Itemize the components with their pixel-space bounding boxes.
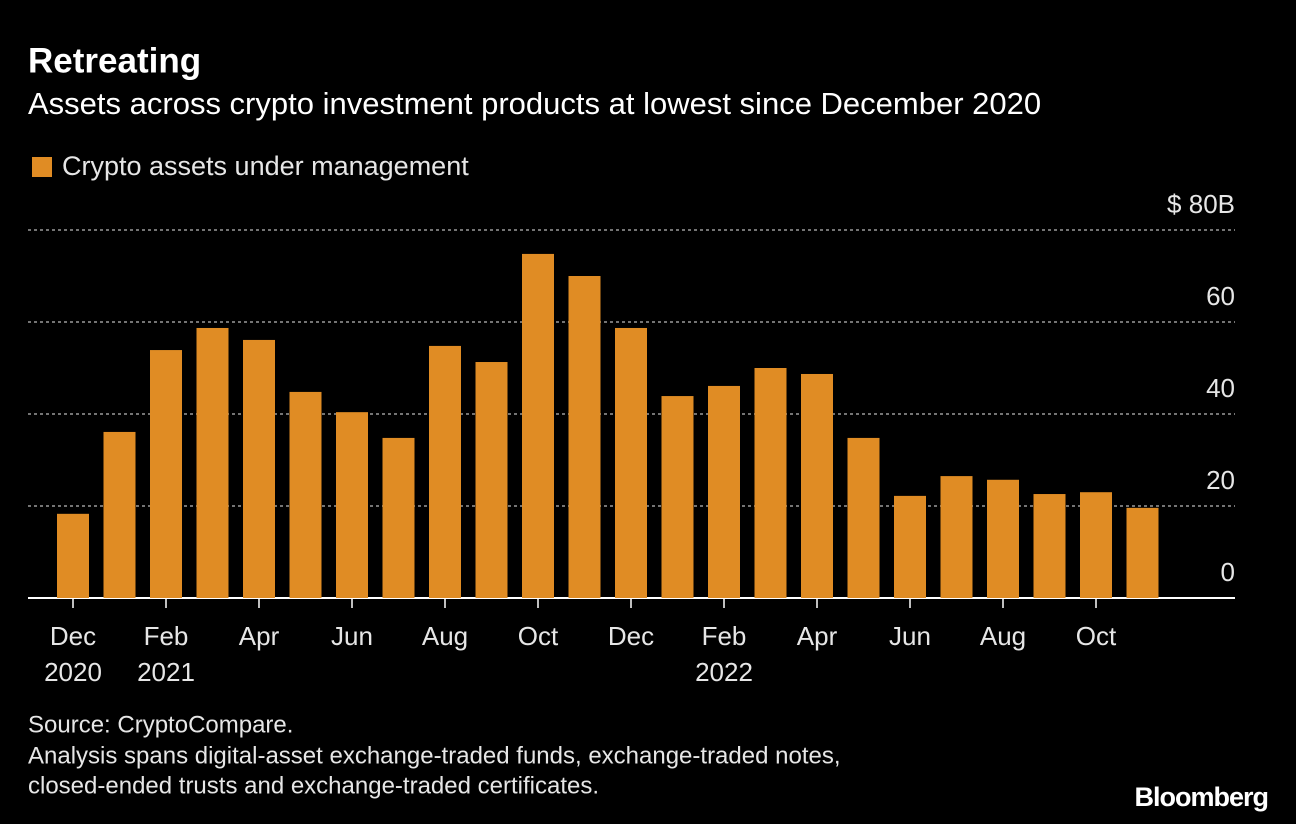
x-tick-label: Dec xyxy=(608,621,654,651)
bar xyxy=(196,327,229,598)
bar xyxy=(847,437,880,598)
bar xyxy=(243,339,275,598)
bar xyxy=(289,391,322,598)
bar xyxy=(894,495,926,598)
y-tick-label: 0 xyxy=(1221,557,1235,587)
x-tick-label: Jun xyxy=(889,621,931,651)
x-tick-label: Feb xyxy=(144,621,189,651)
chart-subtitle: Assets across crypto investment products… xyxy=(28,86,1041,121)
x-tick-label: Aug xyxy=(422,621,468,651)
y-tick-label: 40 xyxy=(1206,373,1235,403)
x-tick-label: Dec xyxy=(50,621,96,651)
bar xyxy=(1126,507,1159,598)
bar xyxy=(987,479,1019,598)
bar xyxy=(801,373,833,598)
x-tick-label: Feb xyxy=(702,621,747,651)
bar xyxy=(568,276,601,598)
bar xyxy=(661,396,694,598)
legend-label: Crypto assets under management xyxy=(62,151,469,181)
bar xyxy=(522,253,554,599)
y-tick-label: 60 xyxy=(1206,281,1235,311)
bar xyxy=(615,327,647,598)
brand-logo: Bloomberg xyxy=(1134,782,1268,812)
bar xyxy=(940,476,973,598)
x-tick-label: Apr xyxy=(797,621,838,651)
bar xyxy=(754,368,787,598)
x-tick-label: Oct xyxy=(1076,621,1117,651)
bar xyxy=(1033,494,1066,598)
bar xyxy=(429,345,461,598)
bar xyxy=(336,412,368,598)
bar xyxy=(103,431,136,598)
y-tick-label: 20 xyxy=(1206,465,1235,495)
bar xyxy=(57,513,89,598)
x-tick-label: Apr xyxy=(239,621,280,651)
x-tick-label: Jun xyxy=(331,621,373,651)
footnote: Analysis spans digital-asset exchange-tr… xyxy=(28,742,841,769)
x-tick-label: Aug xyxy=(980,621,1026,651)
bar xyxy=(1080,492,1112,598)
legend-swatch xyxy=(32,157,52,177)
bar xyxy=(382,437,415,598)
bar xyxy=(150,350,182,598)
y-tick-label: $ 80B xyxy=(1167,189,1235,219)
x-tick-year: 2022 xyxy=(695,657,753,687)
x-tick-year: 2020 xyxy=(44,657,102,687)
x-tick-label: Oct xyxy=(518,621,559,651)
bar xyxy=(708,385,740,598)
bar xyxy=(475,362,508,598)
chart-title: Retreating xyxy=(28,41,201,80)
footnote: closed-ended trusts and exchange-traded … xyxy=(28,772,599,799)
x-tick-year: 2021 xyxy=(137,657,195,687)
source-note: Source: CryptoCompare. xyxy=(28,711,293,738)
